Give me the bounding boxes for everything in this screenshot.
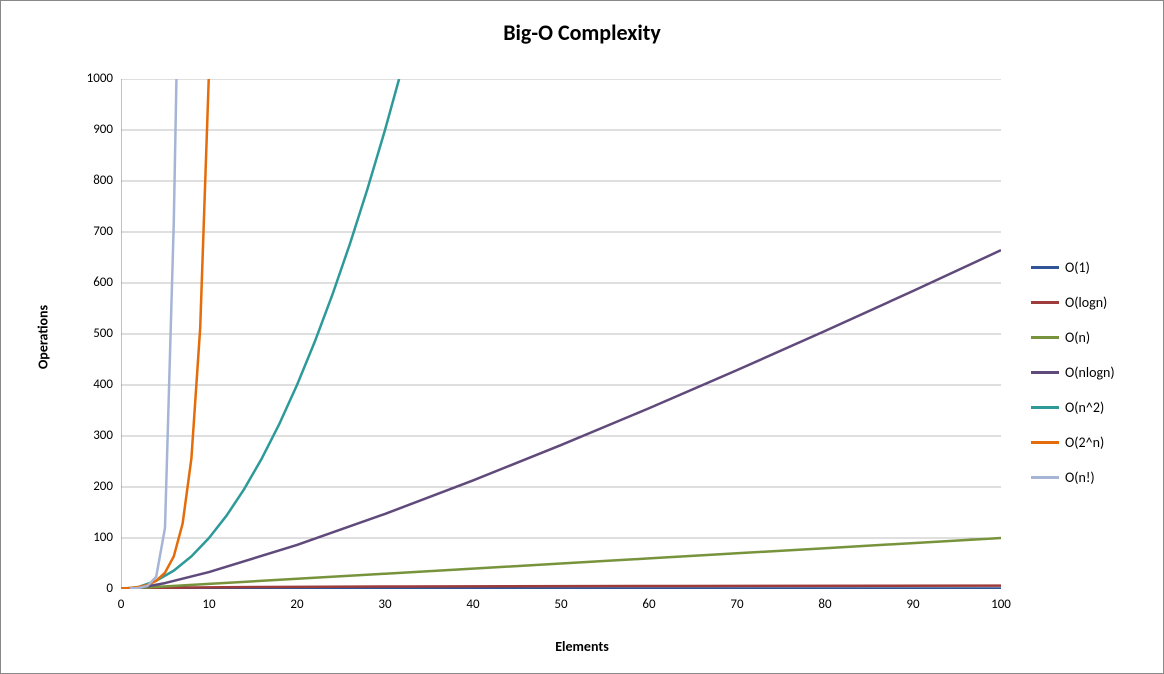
legend-label: O(2^n)	[1065, 434, 1104, 451]
x-tick: 30	[370, 597, 400, 612]
legend-item: O(n)	[1031, 329, 1115, 346]
legend-label: O(nlogn)	[1065, 364, 1115, 381]
y-tick: 700	[73, 224, 113, 239]
legend-label: O(n)	[1065, 329, 1090, 346]
x-tick: 80	[810, 597, 840, 612]
legend-label: O(1)	[1065, 259, 1090, 276]
chart-container: Big-O Complexity Operations Elements 0 10…	[0, 0, 1164, 674]
legend-swatch	[1031, 441, 1059, 444]
legend-swatch	[1031, 266, 1059, 269]
legend-item: O(n^2)	[1031, 399, 1115, 416]
chart-title: Big-O Complexity	[1, 19, 1163, 46]
legend-label: O(n^2)	[1065, 399, 1104, 416]
x-axis-label: Elements	[1, 638, 1163, 655]
y-tick: 400	[73, 377, 113, 392]
legend: O(1) O(logn) O(n) O(nlogn) O(n^2) O(2^n) O(n!)	[1031, 259, 1115, 504]
x-tick: 10	[194, 597, 224, 612]
legend-swatch	[1031, 371, 1059, 374]
y-tick: 1000	[73, 71, 113, 86]
y-tick: 800	[73, 173, 113, 188]
x-tick: 100	[986, 597, 1016, 612]
legend-item: O(1)	[1031, 259, 1115, 276]
y-tick: 600	[73, 275, 113, 290]
y-tick: 500	[73, 326, 113, 341]
y-tick: 0	[73, 581, 113, 596]
legend-item: O(nlogn)	[1031, 364, 1115, 381]
legend-swatch	[1031, 406, 1059, 409]
y-axis-label: Operations	[35, 305, 52, 369]
x-tick: 90	[898, 597, 928, 612]
x-tick: 20	[282, 597, 312, 612]
y-tick: 200	[73, 479, 113, 494]
legend-label: O(n!)	[1065, 469, 1095, 486]
y-tick: 300	[73, 428, 113, 443]
plot-area	[121, 79, 1001, 589]
series-On	[121, 538, 1001, 589]
y-tick: 900	[73, 122, 113, 137]
x-tick: 70	[722, 597, 752, 612]
legend-item: O(2^n)	[1031, 434, 1115, 451]
legend-swatch	[1031, 301, 1059, 304]
legend-swatch	[1031, 336, 1059, 339]
x-tick: 60	[634, 597, 664, 612]
legend-swatch	[1031, 476, 1059, 479]
x-tick: 0	[106, 597, 136, 612]
legend-item: O(n!)	[1031, 469, 1115, 486]
legend-item: O(logn)	[1031, 294, 1115, 311]
y-tick: 100	[73, 530, 113, 545]
legend-label: O(logn)	[1065, 294, 1107, 311]
x-tick: 50	[546, 597, 576, 612]
x-tick: 40	[458, 597, 488, 612]
